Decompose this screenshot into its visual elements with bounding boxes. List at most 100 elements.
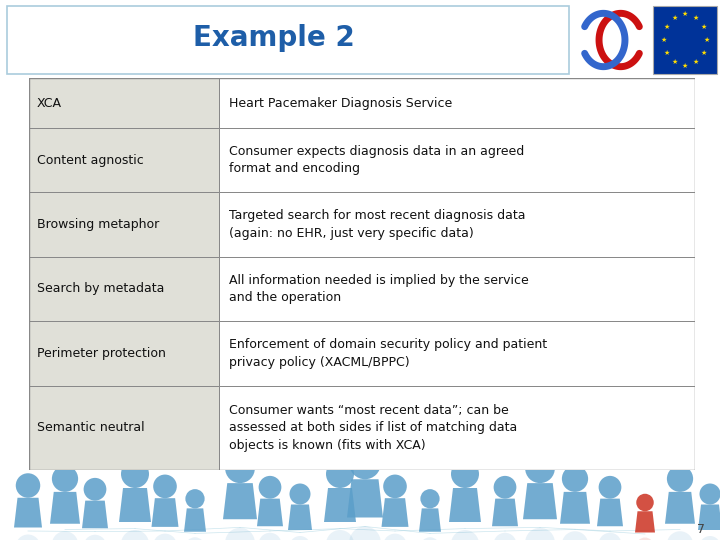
Circle shape — [258, 476, 282, 498]
Text: All information needed is implied by the service
and the operation: All information needed is implied by the… — [229, 274, 528, 304]
Text: ★: ★ — [671, 59, 678, 65]
Text: ★: ★ — [663, 50, 670, 56]
Circle shape — [667, 465, 693, 492]
Circle shape — [121, 460, 149, 488]
Polygon shape — [449, 488, 481, 522]
Polygon shape — [14, 498, 42, 528]
Polygon shape — [635, 511, 655, 532]
Circle shape — [562, 465, 588, 492]
Polygon shape — [523, 483, 557, 519]
Text: 7: 7 — [697, 523, 705, 536]
Bar — [29, 321, 219, 386]
Text: Enforcement of domain security policy and patient
privacy policy (XACML/BPPC): Enforcement of domain security policy an… — [229, 338, 546, 369]
Polygon shape — [324, 488, 356, 522]
Circle shape — [525, 454, 555, 483]
Circle shape — [289, 536, 310, 540]
Bar — [219, 321, 695, 386]
Polygon shape — [698, 504, 720, 530]
Bar — [219, 192, 695, 256]
Polygon shape — [382, 498, 408, 527]
Circle shape — [383, 475, 407, 498]
Bar — [29, 78, 219, 128]
Text: ★: ★ — [701, 50, 707, 56]
Circle shape — [494, 476, 516, 498]
Polygon shape — [347, 480, 383, 517]
Circle shape — [326, 530, 354, 540]
Circle shape — [383, 534, 407, 540]
Circle shape — [185, 489, 204, 508]
Circle shape — [667, 531, 693, 540]
Text: ★: ★ — [693, 59, 699, 65]
Circle shape — [225, 528, 255, 540]
Circle shape — [84, 535, 107, 540]
Bar — [29, 256, 219, 321]
Text: ★: ★ — [682, 11, 688, 17]
Circle shape — [52, 465, 78, 492]
Polygon shape — [119, 488, 151, 522]
Circle shape — [451, 530, 479, 540]
Polygon shape — [492, 498, 518, 526]
Circle shape — [420, 489, 440, 508]
Circle shape — [121, 530, 149, 540]
Circle shape — [349, 526, 381, 540]
Text: ★: ★ — [671, 15, 678, 21]
Bar — [653, 6, 717, 73]
Text: ★: ★ — [682, 63, 688, 69]
Polygon shape — [597, 498, 623, 526]
Text: Targeted search for most recent diagnosis data
(again: no EHR, just very specifi: Targeted search for most recent diagnosi… — [229, 209, 525, 240]
Polygon shape — [665, 492, 695, 524]
Circle shape — [153, 534, 177, 540]
Circle shape — [525, 528, 555, 540]
Polygon shape — [184, 508, 206, 532]
Bar — [29, 192, 219, 256]
Text: XCA: XCA — [37, 97, 62, 110]
Bar — [219, 386, 695, 470]
Circle shape — [349, 448, 381, 480]
Circle shape — [562, 531, 588, 540]
Text: Heart Pacemaker Diagnosis Service: Heart Pacemaker Diagnosis Service — [229, 97, 452, 110]
Text: ★: ★ — [703, 37, 710, 43]
Text: Content agnostic: Content agnostic — [37, 153, 143, 166]
Text: Consumer wants “most recent data”; can be
assessed at both sides if list of matc: Consumer wants “most recent data”; can b… — [229, 404, 517, 451]
Circle shape — [598, 533, 621, 540]
FancyBboxPatch shape — [7, 6, 569, 73]
Polygon shape — [257, 498, 283, 526]
Circle shape — [258, 533, 282, 540]
Circle shape — [225, 454, 255, 483]
Bar — [29, 128, 219, 192]
Polygon shape — [560, 492, 590, 524]
Circle shape — [153, 475, 177, 498]
Text: ★: ★ — [663, 24, 670, 30]
Circle shape — [451, 460, 479, 488]
Polygon shape — [419, 508, 441, 532]
Polygon shape — [50, 492, 80, 524]
Bar — [219, 128, 695, 192]
Text: Perimeter protection: Perimeter protection — [37, 347, 166, 360]
Circle shape — [700, 483, 720, 504]
Circle shape — [636, 537, 654, 540]
Circle shape — [636, 494, 654, 511]
Bar — [219, 256, 695, 321]
Text: Search by metadata: Search by metadata — [37, 282, 164, 295]
Circle shape — [494, 533, 516, 540]
Polygon shape — [288, 504, 312, 530]
Text: ★: ★ — [693, 15, 699, 21]
Bar — [29, 386, 219, 470]
Bar — [219, 78, 695, 128]
Circle shape — [326, 460, 354, 488]
Text: Semantic neutral: Semantic neutral — [37, 421, 145, 434]
Circle shape — [185, 537, 204, 540]
Circle shape — [420, 537, 440, 540]
Text: Consumer expects diagnosis data in an agreed
format and encoding: Consumer expects diagnosis data in an ag… — [229, 145, 524, 176]
Circle shape — [84, 478, 107, 501]
Circle shape — [598, 476, 621, 498]
Circle shape — [52, 531, 78, 540]
Circle shape — [16, 473, 40, 498]
Circle shape — [289, 483, 310, 504]
Text: ★: ★ — [660, 37, 667, 43]
Polygon shape — [151, 498, 179, 527]
Text: Example 2: Example 2 — [193, 24, 354, 52]
Polygon shape — [223, 483, 257, 519]
Circle shape — [16, 535, 40, 540]
Polygon shape — [82, 501, 108, 528]
